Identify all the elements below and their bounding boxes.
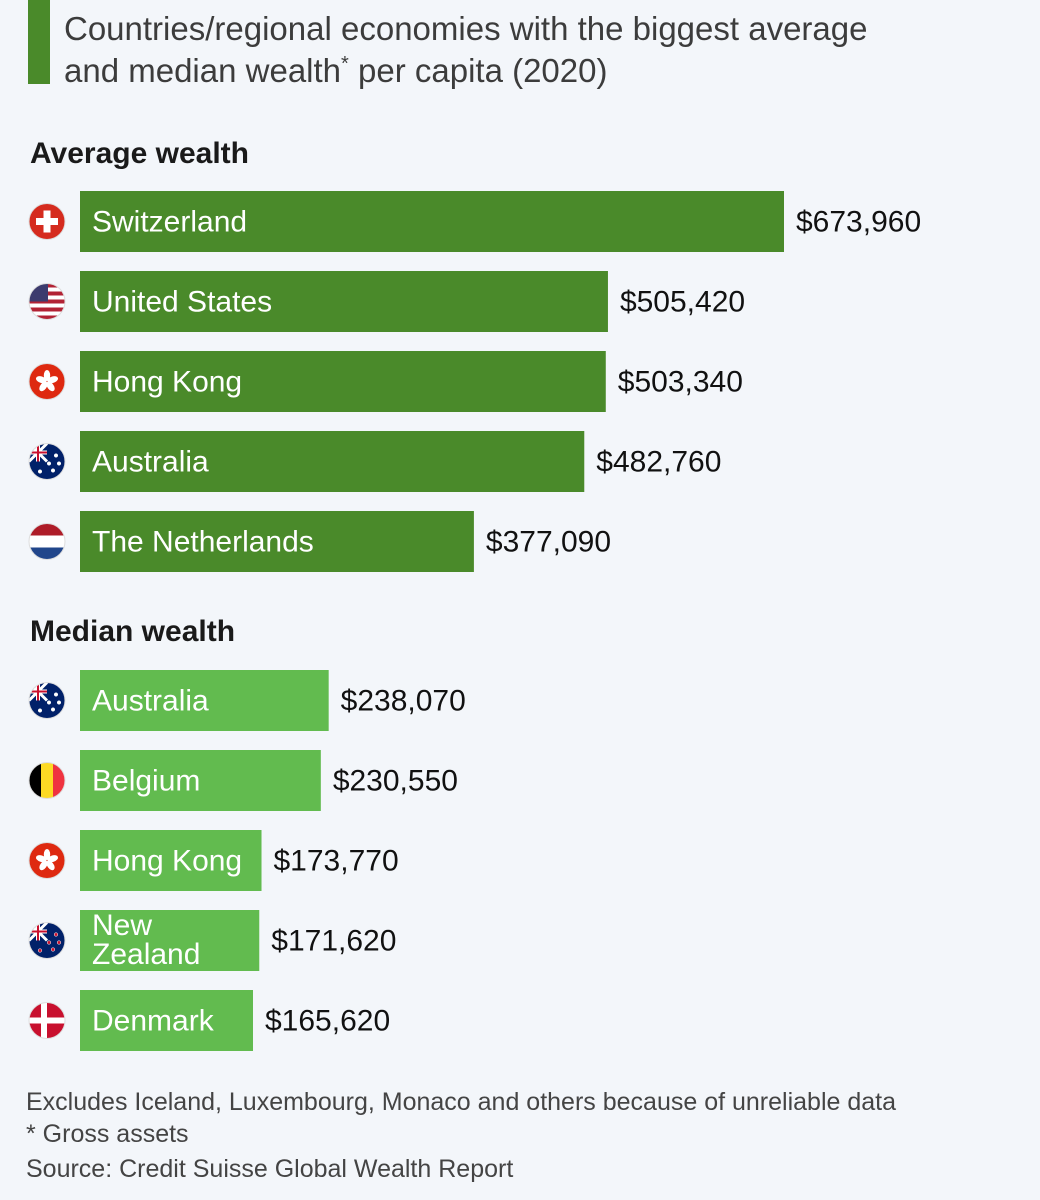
chart-title: Countries/regional economies with the bi… [64,8,1024,92]
bar-chart: Switzerland $673,960 United States $505,420… [28,191,921,1051]
title-line-2a: and median wealth [64,52,342,89]
bar-category-label: Switzerland [92,206,247,239]
bar-row: Hong Kong $173,770 [28,830,399,891]
median-wealth-heading: Median wealth [30,615,236,648]
bar-row: Denmark $165,620 [28,990,390,1051]
title-line-2b: per capita (2020) [348,52,608,89]
bar-category-label: Hong Kong [92,845,242,878]
bar-row: Switzerland $673,960 [28,191,921,252]
footer-note: Excludes Iceland, Luxembourg, Monaco and… [26,1088,897,1116]
bar [80,750,321,811]
new-zealand-flag-icon [28,922,66,959]
belgium-flag-icon [28,762,66,799]
usa-flag-icon [28,283,66,320]
bar [80,830,262,891]
bar-row: Belgium $230,550 [28,750,458,811]
title-asterisk: * [341,53,349,75]
title-line-2: and median wealth* per capita (2020) [64,50,1024,92]
bar-value-label: $171,620 [271,925,396,958]
bar [80,990,254,1051]
bar-category-label: Australia [92,685,209,718]
bar-value-label: $230,550 [333,765,458,798]
bar [80,511,474,572]
footer-source: Source: Credit Suisse Global Wealth Repo… [26,1155,514,1183]
footer-asterisk-note: * Gross assets [26,1120,189,1148]
hong-kong-flag-icon [28,363,66,400]
bar-category-label: United States [92,286,272,319]
bar-value-label: $482,760 [596,446,721,479]
bar [80,191,784,252]
bar-value-label: $503,340 [618,366,743,399]
bar-row: United States $505,420 [28,271,745,332]
title-line-1: Countries/regional economies with the bi… [64,10,868,47]
bar-value-label: $165,620 [265,1005,390,1038]
netherlands-flag-icon [28,523,66,560]
bar-category-label: Belgium [92,765,200,798]
hong-kong-flag-icon [28,842,66,879]
bar-category-label: The Netherlands [92,526,314,559]
bar-value-label: $673,960 [796,206,921,239]
bar [80,431,585,492]
bar-row: Australia $482,760 [28,431,721,492]
bar-value-label: $173,770 [274,845,399,878]
bar-value-label: $238,070 [341,685,466,718]
bar-row: The Netherlands $377,090 [28,511,611,572]
bar-value-label: $505,420 [620,286,745,319]
australia-flag-icon [28,682,66,719]
bar [80,670,329,731]
switzerland-flag-icon [28,203,66,240]
bar-category-label: New Zealand [92,909,200,971]
bar-category-label: Hong Kong [92,366,242,399]
denmark-flag-icon [28,1002,66,1039]
bar [80,910,260,971]
average-wealth-heading: Average wealth [30,137,249,170]
bar-row: New Zealand $171,620 [28,909,396,971]
bar-row: Australia $238,070 [28,670,466,731]
bar-value-label: $377,090 [486,526,611,559]
bar-category-label: Denmark [92,1005,215,1038]
bar [80,271,608,332]
title-accent-bar [28,0,50,84]
bar-category-label: Australia [92,446,209,479]
bar-row: Hong Kong $503,340 [28,351,743,412]
australia-flag-icon [28,443,66,480]
bar [80,351,606,412]
